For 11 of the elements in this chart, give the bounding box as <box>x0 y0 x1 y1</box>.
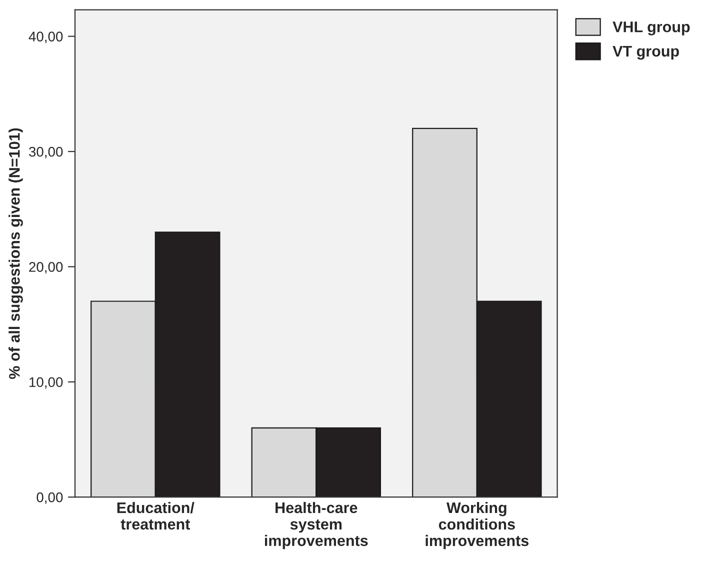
legend-label: VT group <box>612 46 679 60</box>
y-tick-label: 20,00 <box>29 262 63 274</box>
x-tick-label: Working conditions improvements <box>426 502 529 550</box>
x-tick-label: Education/ treatment <box>117 502 194 530</box>
y-tick-label: 30,00 <box>28 146 63 158</box>
x-tick-label: Health-care system improvements <box>265 502 368 550</box>
y-tick-label: 10,00 <box>30 377 63 389</box>
y-tick-label: 40,00 <box>28 32 63 44</box>
y-axis-title: % of all suggestions given (N=101) <box>8 128 23 379</box>
legend-label: VHL group <box>612 22 690 36</box>
y-tick-label: 0,00 <box>36 492 63 504</box>
